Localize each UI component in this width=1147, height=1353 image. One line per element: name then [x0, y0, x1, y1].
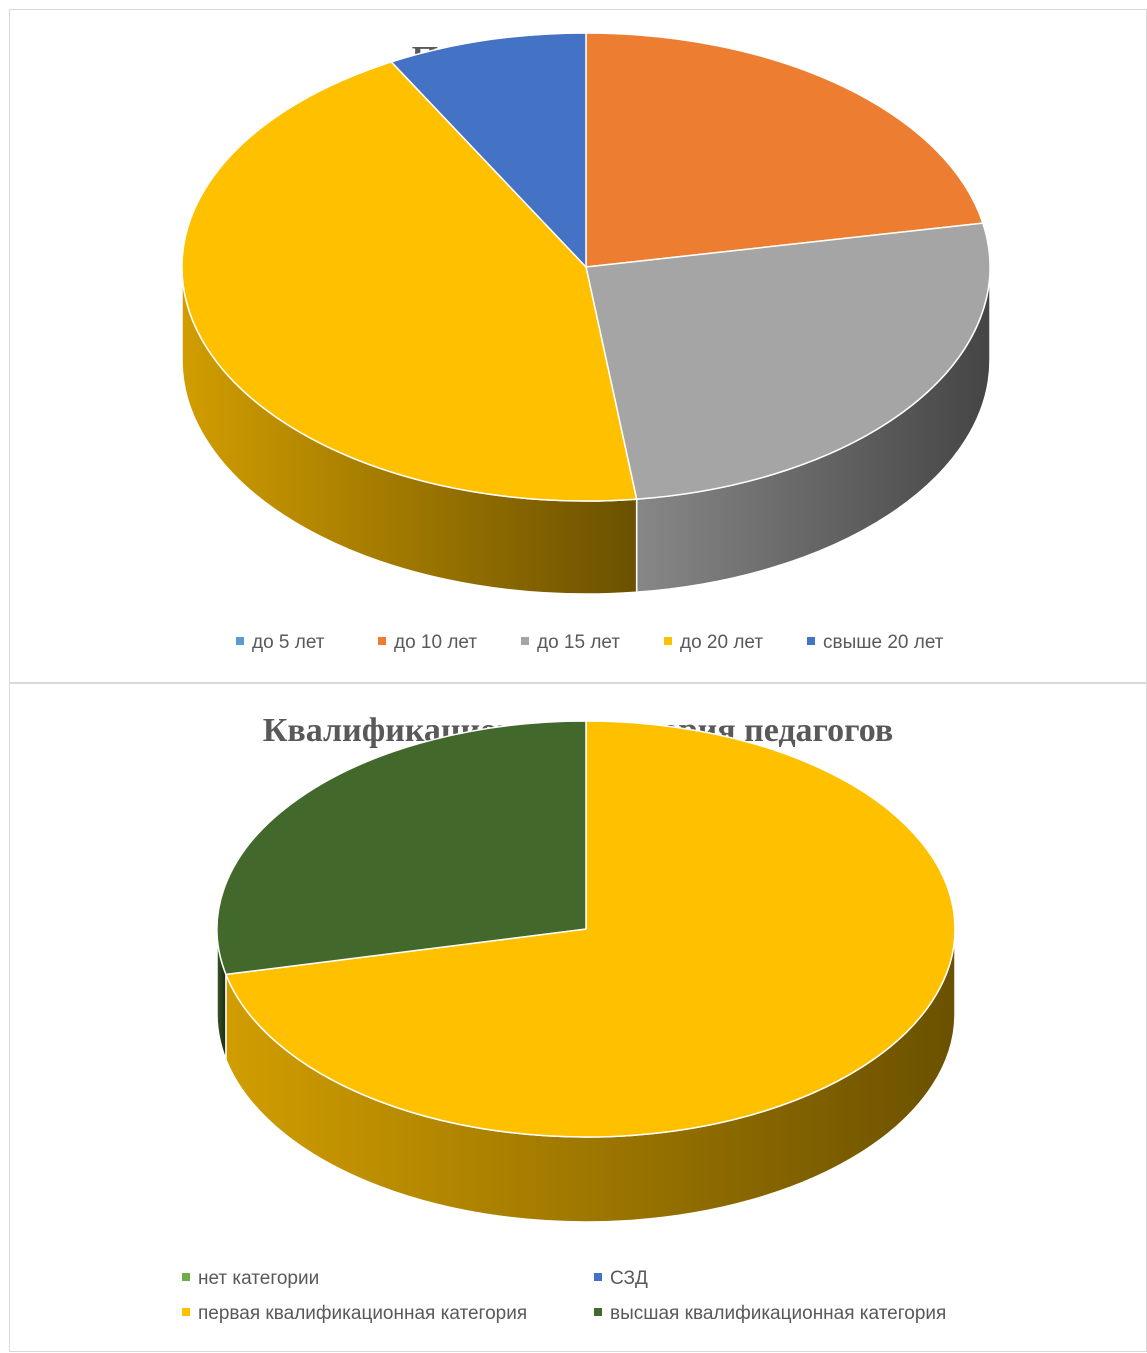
legend-label: до 5 лет [252, 632, 325, 653]
legend-item-до-10-лет: до 10 лет [378, 632, 477, 654]
pie-slice-до-10-лет [585, 32, 984, 268]
legend-item-сзд: СЗД [594, 1268, 648, 1290]
legend-label: СЗД [610, 1268, 648, 1289]
legend-swatch [521, 636, 529, 645]
legend-swatch [594, 1272, 602, 1281]
legend-label: до 15 лет [537, 632, 621, 653]
pie-slices [181, 32, 991, 502]
pie-slices [216, 720, 956, 1138]
legend-swatch [236, 636, 244, 645]
legend-swatch [594, 1307, 602, 1316]
pie-chart-qualification [216, 720, 956, 1223]
legend-label: нет категории [198, 1268, 320, 1289]
legend-swatch [182, 1272, 190, 1281]
legend-swatch [807, 636, 815, 645]
legend-label: до 10 лет [394, 632, 478, 653]
legend-item-до-5-лет: до 5 лет [236, 632, 325, 654]
legend-label: свыше 20 лет [823, 632, 944, 653]
legend-label: первая квалификационная категория [198, 1303, 528, 1324]
pie-slice-до-20-лет [181, 61, 638, 502]
legend-swatch [664, 636, 672, 645]
pie-slice-до-15-лет [585, 222, 991, 500]
chart-panel-qualification: Квалификационная категория педагогов нет… [9, 683, 1147, 1352]
pie-slice-свыше-20-лет [390, 32, 587, 268]
pie-slice-высшая-квалификационная-категория [216, 720, 587, 976]
pie-chart-experience [181, 32, 991, 595]
legend-swatch [182, 1307, 190, 1316]
legend-label: до 20 лет [680, 632, 764, 653]
legend-item-до-15-лет: до 15 лет [521, 632, 620, 654]
legend-item-первая-квалификационная-категория: первая квалификационная категория [182, 1303, 527, 1325]
legend-swatch [378, 636, 386, 645]
legend-item-до-20-лет: до 20 лет [664, 632, 763, 654]
legend-label: высшая квалификационная категория [610, 1303, 947, 1324]
legend-item-высшая-квалификационная-категория: высшая квалификационная категория [594, 1303, 946, 1325]
legend-item-нет-категории: нет категории [182, 1268, 319, 1290]
legend-item-свыше-20-лет: свыше 20 лет [807, 632, 943, 654]
pie-slice-первая-квалификационная-категория [225, 720, 956, 1138]
